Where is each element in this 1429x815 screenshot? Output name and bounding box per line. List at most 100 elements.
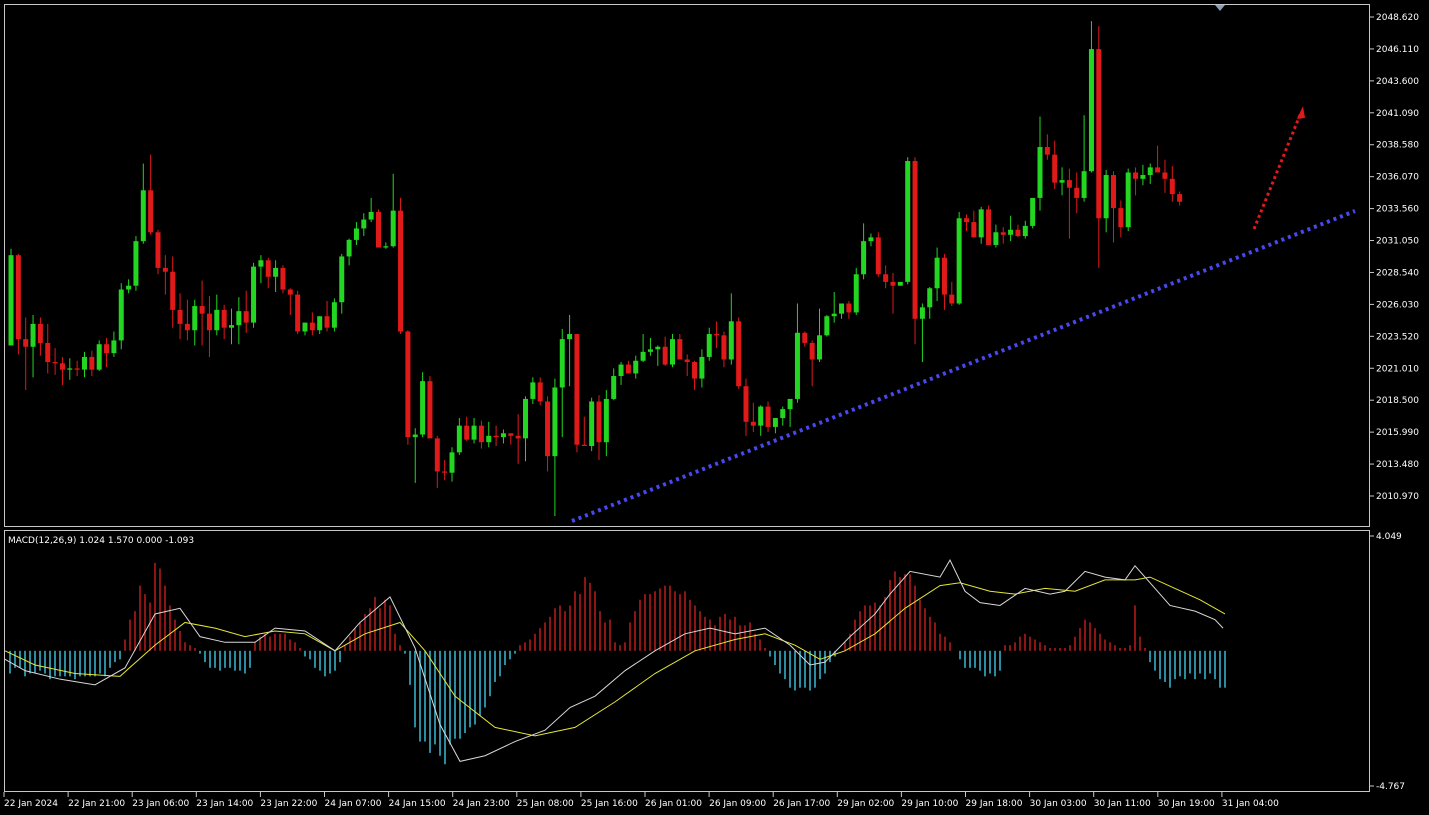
candle-body [1052,154,1058,183]
price-tick-label: 2026.030 [1376,300,1419,310]
candle-body [714,334,720,336]
candle-body [1008,229,1014,235]
candle-body [934,257,940,289]
candle-body [728,321,734,360]
time-tick-label: 24 Jan 15:00 [389,799,446,809]
candle-body [802,332,808,343]
macd-tick-label: -4.767 [1376,782,1405,792]
candle-body [625,364,631,374]
candle-body [640,351,646,361]
candle-body [574,334,580,445]
candle-body [1155,167,1161,173]
candle-body [1169,178,1175,195]
candle-body [868,237,874,242]
time-axis: 22 Jan 2024 22 Jan 21:00 23 Jan 06:00 23 Ja… [3,792,1279,809]
candle-body [1147,167,1153,176]
candle-body [45,342,51,363]
time-tick-label: 23 Jan 22:00 [260,799,317,809]
macd-pane[interactable]: MACD(12,26,9) 1.024 1.570 0.000 -1.093 4… [4,530,1406,793]
candle-body [750,421,756,426]
candle-body [912,161,918,319]
time-tick-label: 22 Jan 21:00 [68,799,125,809]
candle-body [236,311,242,326]
candle-body [23,339,29,347]
candle-body [684,359,690,363]
candle-body [809,342,815,360]
candle-body [192,306,198,331]
candle-body [126,285,132,290]
candle-body [427,381,433,439]
candle-body [853,274,859,313]
candle-body [287,289,293,295]
candle-body [699,356,705,379]
support-trendline[interactable] [571,209,1356,523]
candle-body [883,274,889,282]
candle-body [655,346,661,350]
candle-body [37,323,43,343]
macd-y-axis: 4.049 -4.767 [1370,532,1405,792]
candle-body [1074,187,1080,198]
candle-body [1162,172,1168,179]
up-arrow-line[interactable] [1252,114,1302,230]
candle-body [861,241,867,275]
time-tick-label: 29 Jan 02:00 [837,799,894,809]
candle-body [919,307,925,319]
price-tick-label: 2031.050 [1376,237,1419,247]
price-tick-label: 2046.110 [1376,45,1419,55]
candle-body [1066,180,1072,188]
candle-body [1015,229,1021,237]
candle-body [964,218,969,223]
candle-body [331,302,337,328]
candle-body [96,344,102,370]
candle-body [1111,175,1116,209]
candle-body [986,209,992,245]
time-tick-label: 26 Jan 17:00 [773,799,830,809]
candle-body [897,281,903,286]
candle-body [67,368,73,370]
candle-body [456,425,462,453]
candle-body [530,382,536,399]
candle-body [471,425,477,440]
price-tick-label: 2010.970 [1376,492,1419,502]
time-tick-label: 31 Jan 04:00 [1222,799,1279,809]
candle-body [258,260,264,267]
candle-body [52,362,58,364]
macd-pane-frame [4,530,1370,792]
candle-body [552,387,558,457]
candle-body [199,306,205,314]
candle-body [875,237,881,275]
time-tick-label: 24 Jan 07:00 [325,799,382,809]
price-pane-frame [4,4,1370,527]
candle-body [478,425,484,443]
price-tick-label: 2028.540 [1376,268,1419,278]
candle-body [1030,197,1036,226]
candle-body [449,452,455,473]
time-tick-label: 29 Jan 10:00 [901,799,958,809]
candle-body [133,241,139,286]
candle-body [464,425,470,440]
candle-body [317,316,323,331]
candle-body [772,418,778,427]
candle-body [545,401,551,457]
candle-body [743,386,749,422]
price-tick-label: 2023.520 [1376,332,1419,342]
candle-body [603,398,609,443]
candle-body [243,311,249,323]
candle-body [596,401,602,443]
candle-body [1000,232,1006,235]
price-tick-label: 2048.620 [1376,13,1419,23]
candle-body [787,398,793,410]
candle-body [1118,208,1124,228]
price-pane[interactable]: 2048.620 2046.110 2043.600 2041.090 2038.580… [4,4,1420,527]
candle-body [273,267,279,277]
candle-body [537,382,543,402]
candle-body [1044,147,1050,155]
time-tick-label: 26 Jan 01:00 [645,799,702,809]
candle-body [155,232,161,268]
candle-body [251,266,257,323]
shift-marker-icon[interactable] [1215,5,1225,11]
candle-body [846,303,852,313]
price-tick-label: 2013.480 [1376,460,1419,470]
candle-body [633,360,639,374]
